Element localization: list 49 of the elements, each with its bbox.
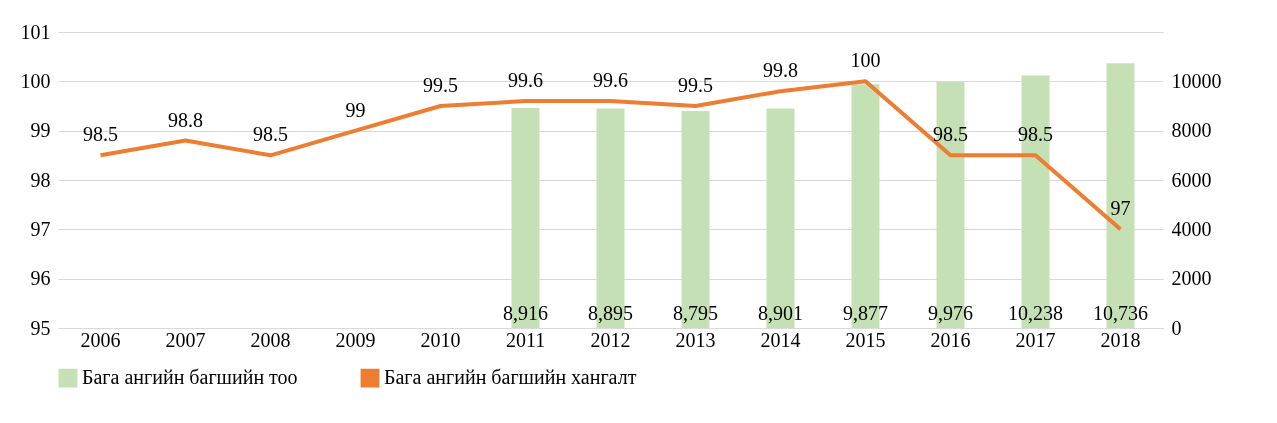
y2-tick-label: 6000 (1171, 168, 1212, 191)
x-tick-label: 2014 (760, 328, 801, 351)
x-tick-label: 2010 (420, 328, 461, 351)
y-tick-label: 96 (30, 267, 51, 290)
x-tick-label: 2009 (335, 328, 376, 351)
data-label: 9,976 (928, 302, 973, 324)
y-tick-label: 98 (30, 168, 51, 191)
x-tick-label: 2006 (80, 328, 121, 351)
x-tick-label: 2008 (250, 328, 291, 351)
data-label: 99.5 (423, 74, 458, 96)
data-label: 99.6 (508, 69, 543, 92)
data-label: 98.5 (253, 123, 288, 146)
x-tick-label: 2016 (930, 328, 971, 351)
y2-tick-label: 8000 (1171, 119, 1212, 142)
y-tick-label: 95 (30, 316, 51, 339)
y-tick-label: 100 (20, 69, 51, 92)
data-label: 99.5 (678, 74, 713, 96)
x-tick-label: 2011 (505, 328, 546, 351)
x-tick-label: 2018 (1100, 328, 1141, 351)
x-tick-label: 2007 (165, 328, 206, 351)
data-label: 8,901 (758, 302, 803, 324)
y2-tick-label: 0 (1171, 316, 1182, 339)
data-label: 98.5 (933, 123, 968, 146)
y2-tick-label: 4000 (1171, 217, 1212, 240)
y2-tick-label: 10000 (1171, 69, 1222, 92)
legend-label: Бага ангийн багшийн тоо (82, 366, 298, 389)
y-tick-label: 101 (20, 20, 51, 43)
data-label: 98.8 (168, 108, 203, 131)
data-label: 9,877 (843, 302, 888, 324)
data-label: 8,895 (588, 302, 633, 324)
data-label: 99.8 (763, 59, 798, 82)
x-tick-label: 2015 (845, 328, 886, 351)
y-tick-label: 99 (30, 119, 51, 142)
data-label: 99 (345, 98, 366, 121)
data-label: 8,795 (673, 302, 718, 324)
x-tick-label: 2013 (675, 328, 716, 351)
data-label: 8,916 (503, 302, 548, 324)
data-label: 99.6 (593, 69, 628, 92)
y-tick-label: 97 (30, 217, 51, 240)
data-label: 98.5 (1018, 123, 1053, 146)
data-label: 98.5 (83, 123, 118, 146)
legend-label: Бага ангийн багшийн хангалт (384, 366, 637, 389)
data-label: 10,736 (1093, 302, 1148, 324)
x-tick-label: 2012 (590, 328, 631, 351)
x-tick-label: 2017 (1015, 328, 1056, 351)
data-label: 97 (1110, 197, 1131, 220)
data-label: 100 (850, 49, 881, 72)
data-label: 10,238 (1008, 302, 1063, 324)
y2-tick-label: 2000 (1171, 267, 1212, 290)
